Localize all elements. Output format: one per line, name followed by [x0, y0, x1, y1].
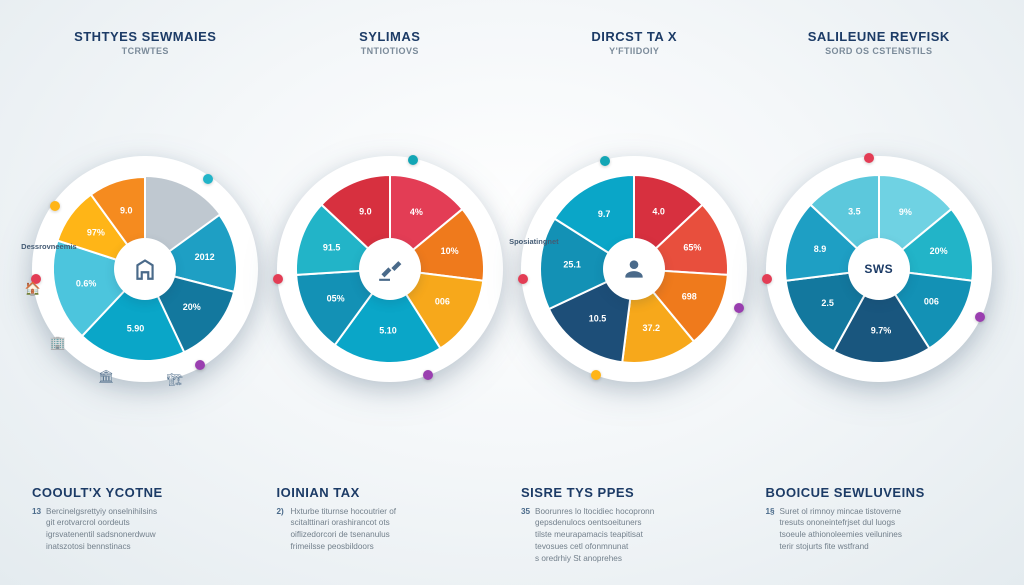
orbit-dot [975, 312, 985, 322]
bottom-line: gepsdenulocs oentsoeituners [521, 517, 748, 529]
row-bottom: COOULT'X YCOTNE Bercinelgsrettyiy onseln… [26, 471, 998, 565]
bottom-heading: COOULT'X YCOTNE [32, 485, 259, 500]
bottom-line: tevosues cetl ofonmnunat [521, 541, 748, 553]
title-sub: SORD OS CSTENSTILS [766, 46, 993, 56]
pie-hub: SWS [848, 238, 910, 300]
title-block-2: SYLIMAS TNTIOTIOVS [277, 30, 504, 56]
bottom-lines: Boorunres lo ltocidiec hocopronngepsdenu… [521, 506, 748, 565]
chart-cell-2: 4%10%0065.1005%91.59.0 [277, 68, 504, 470]
gavel-icon [377, 256, 403, 282]
pie-3: 4.065%69837.210.525.19.7Sposiatingnet [529, 164, 739, 374]
bottom-line: git erotvarcrol oordeuts [32, 517, 259, 529]
bottom-line: Suret ol rimnoy mincae tistoverne [766, 506, 993, 518]
pie-4: 9%20%0069.7%2.58.93.5SWS [774, 164, 984, 374]
bottom-line: Boorunres lo ltocidiec hocopronn [521, 506, 748, 518]
title-main: DIRCST TA X [521, 30, 748, 44]
bottom-heading: IOINIAN TAX [277, 485, 504, 500]
orbit-icon: 🏠 [24, 280, 42, 298]
bottom-block-4: BOOICUE SEWLUVEINS Suret ol rimnoy minca… [766, 485, 993, 565]
title-block-1: STHTYES SEWMAIES TCRWTES [32, 30, 259, 56]
bottom-lines: Bercinelgsrettyiy onselnihilsinsgit erot… [32, 506, 259, 554]
chart-cell-1: 201220%5.900.6%97%9.0🏛🏢🏠🏗Dessrovneemis [32, 68, 259, 470]
building-icon [132, 256, 158, 282]
bottom-block-1: COOULT'X YCOTNE Bercinelgsrettyiy onseln… [32, 485, 259, 565]
orbit-icon: 🏢 [49, 334, 67, 352]
bottom-line: scitalttinari orashirancot ots [277, 517, 504, 529]
bottom-line: tilste meurapamacis teapitisat [521, 529, 748, 541]
chart-cell-3: 4.065%69837.210.525.19.7Sposiatingnet [521, 68, 748, 470]
chart-cell-4: 9%20%0069.7%2.58.93.5SWS [766, 68, 993, 470]
bottom-line: inatszotosi bennstinacs [32, 541, 259, 553]
orbit-label: Dessrovneemis [21, 242, 76, 251]
orbit-dot [864, 153, 874, 163]
orbit-dot [518, 274, 528, 284]
orbit-icon: 🏗 [166, 371, 184, 389]
bottom-line: igrsvatenentil sadsnonerdwuw [32, 529, 259, 541]
bottom-block-3: SISRE TYS PPES Boorunres lo ltocidiec ho… [521, 485, 748, 565]
title-main: STHTYES SEWMAIES [32, 30, 259, 44]
title-main: SYLIMAS [277, 30, 504, 44]
bottom-lines: Suret ol rimnoy mincae tistovernetresuts… [766, 506, 993, 554]
bottom-heading: SISRE TYS PPES [521, 485, 748, 500]
orbit-dot [591, 370, 601, 380]
bottom-line: oiflizedorcori de tsenanulus [277, 529, 504, 541]
bottom-line: tsoeule athionoleemies veilunines [766, 529, 993, 541]
bottom-line: frimeilsse peosbildoors [277, 541, 504, 553]
pie-hub [359, 238, 421, 300]
bottom-line: Bercinelgsrettyiy onselnihilsins [32, 506, 259, 518]
pie-1: 201220%5.900.6%97%9.0🏛🏢🏠🏗Dessrovneemis [40, 164, 250, 374]
hub-text: SWS [864, 262, 893, 276]
row-charts: 201220%5.900.6%97%9.0🏛🏢🏠🏗Dessrovneemis 4… [26, 62, 998, 470]
title-main: SALILEUNE REVFISK [766, 30, 993, 44]
title-block-3: DIRCST TA X Y'FTIIDOIY [521, 30, 748, 56]
orbit-dot [734, 303, 744, 313]
bottom-line: s oredrhiy St anoprehes [521, 553, 748, 565]
orbit-dot [423, 370, 433, 380]
orbit-icon: 🏛 [97, 368, 115, 386]
title-sub: TCRWTES [32, 46, 259, 56]
bottom-block-2: IOINIAN TAX Hxturbe titurnse hocoutrier … [277, 485, 504, 565]
orbit-dot [408, 155, 418, 165]
orbit-label: Sposiatingnet [509, 237, 559, 246]
stage: STHTYES SEWMAIES TCRWTES SYLIMAS TNTIOTI… [0, 0, 1024, 585]
title-sub: TNTIOTIOVS [277, 46, 504, 56]
bottom-line: terir stojurts fite wstfrand [766, 541, 993, 553]
bottom-lines: Hxturbe titurnse hocoutrier ofscitalttin… [277, 506, 504, 554]
bottom-line: Hxturbe titurnse hocoutrier of [277, 506, 504, 518]
bottom-line: tresuts ononeintefrjset dul luogs [766, 517, 993, 529]
title-block-4: SALILEUNE REVFISK SORD OS CSTENSTILS [766, 30, 993, 56]
person-icon [621, 256, 647, 282]
row-top-titles: STHTYES SEWMAIES TCRWTES SYLIMAS TNTIOTI… [26, 30, 998, 62]
bottom-heading: BOOICUE SEWLUVEINS [766, 485, 993, 500]
pie-2: 4%10%0065.1005%91.59.0 [285, 164, 495, 374]
orbit-dot [195, 360, 205, 370]
title-sub: Y'FTIIDOIY [521, 46, 748, 56]
